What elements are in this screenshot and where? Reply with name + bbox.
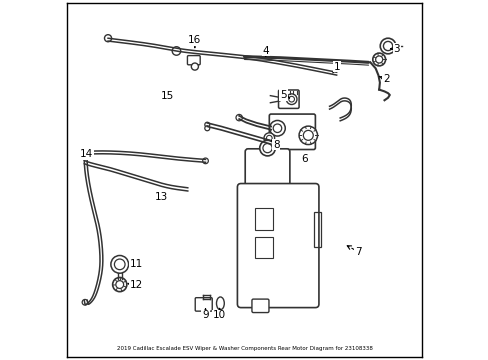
Bar xyxy=(313,212,320,247)
Text: 5: 5 xyxy=(280,90,286,100)
Circle shape xyxy=(269,121,285,136)
Text: 4: 4 xyxy=(262,46,268,56)
Text: 15: 15 xyxy=(160,91,174,101)
Text: 8: 8 xyxy=(272,140,279,149)
Circle shape xyxy=(111,256,128,273)
Circle shape xyxy=(299,126,317,145)
FancyBboxPatch shape xyxy=(195,298,212,311)
Circle shape xyxy=(82,300,88,305)
Circle shape xyxy=(104,35,111,42)
Text: 2: 2 xyxy=(382,74,389,84)
Text: 14: 14 xyxy=(80,149,93,159)
FancyBboxPatch shape xyxy=(269,114,315,149)
Circle shape xyxy=(116,281,123,288)
Circle shape xyxy=(204,126,209,131)
Circle shape xyxy=(114,259,125,270)
Text: 9: 9 xyxy=(202,310,208,320)
Circle shape xyxy=(204,122,209,127)
Circle shape xyxy=(259,140,275,156)
Circle shape xyxy=(81,150,87,156)
Circle shape xyxy=(263,144,272,153)
FancyBboxPatch shape xyxy=(187,55,200,65)
Circle shape xyxy=(303,130,313,140)
Circle shape xyxy=(172,47,181,55)
Text: 13: 13 xyxy=(154,192,167,202)
Circle shape xyxy=(288,96,294,102)
Text: 1: 1 xyxy=(333,62,339,72)
Bar xyxy=(255,237,272,258)
Text: 11: 11 xyxy=(129,259,142,269)
Circle shape xyxy=(286,94,296,104)
Text: 10: 10 xyxy=(213,310,226,320)
Circle shape xyxy=(191,63,198,70)
Circle shape xyxy=(112,278,126,292)
Text: 2019 Cadillac Escalade ESV Wiper & Washer Components Rear Motor Diagram for 2310: 2019 Cadillac Escalade ESV Wiper & Washe… xyxy=(116,346,372,351)
Circle shape xyxy=(202,158,208,164)
FancyBboxPatch shape xyxy=(244,149,289,193)
Circle shape xyxy=(266,135,272,141)
Text: 7: 7 xyxy=(354,247,361,257)
Text: 3: 3 xyxy=(393,44,399,54)
FancyBboxPatch shape xyxy=(278,90,299,108)
Circle shape xyxy=(236,114,242,121)
Text: 16: 16 xyxy=(188,35,201,45)
FancyBboxPatch shape xyxy=(251,299,268,312)
Text: 12: 12 xyxy=(129,280,142,289)
Circle shape xyxy=(264,133,274,144)
Text: 6: 6 xyxy=(301,154,307,165)
Circle shape xyxy=(273,124,281,132)
FancyBboxPatch shape xyxy=(237,184,318,307)
Bar xyxy=(255,208,272,230)
